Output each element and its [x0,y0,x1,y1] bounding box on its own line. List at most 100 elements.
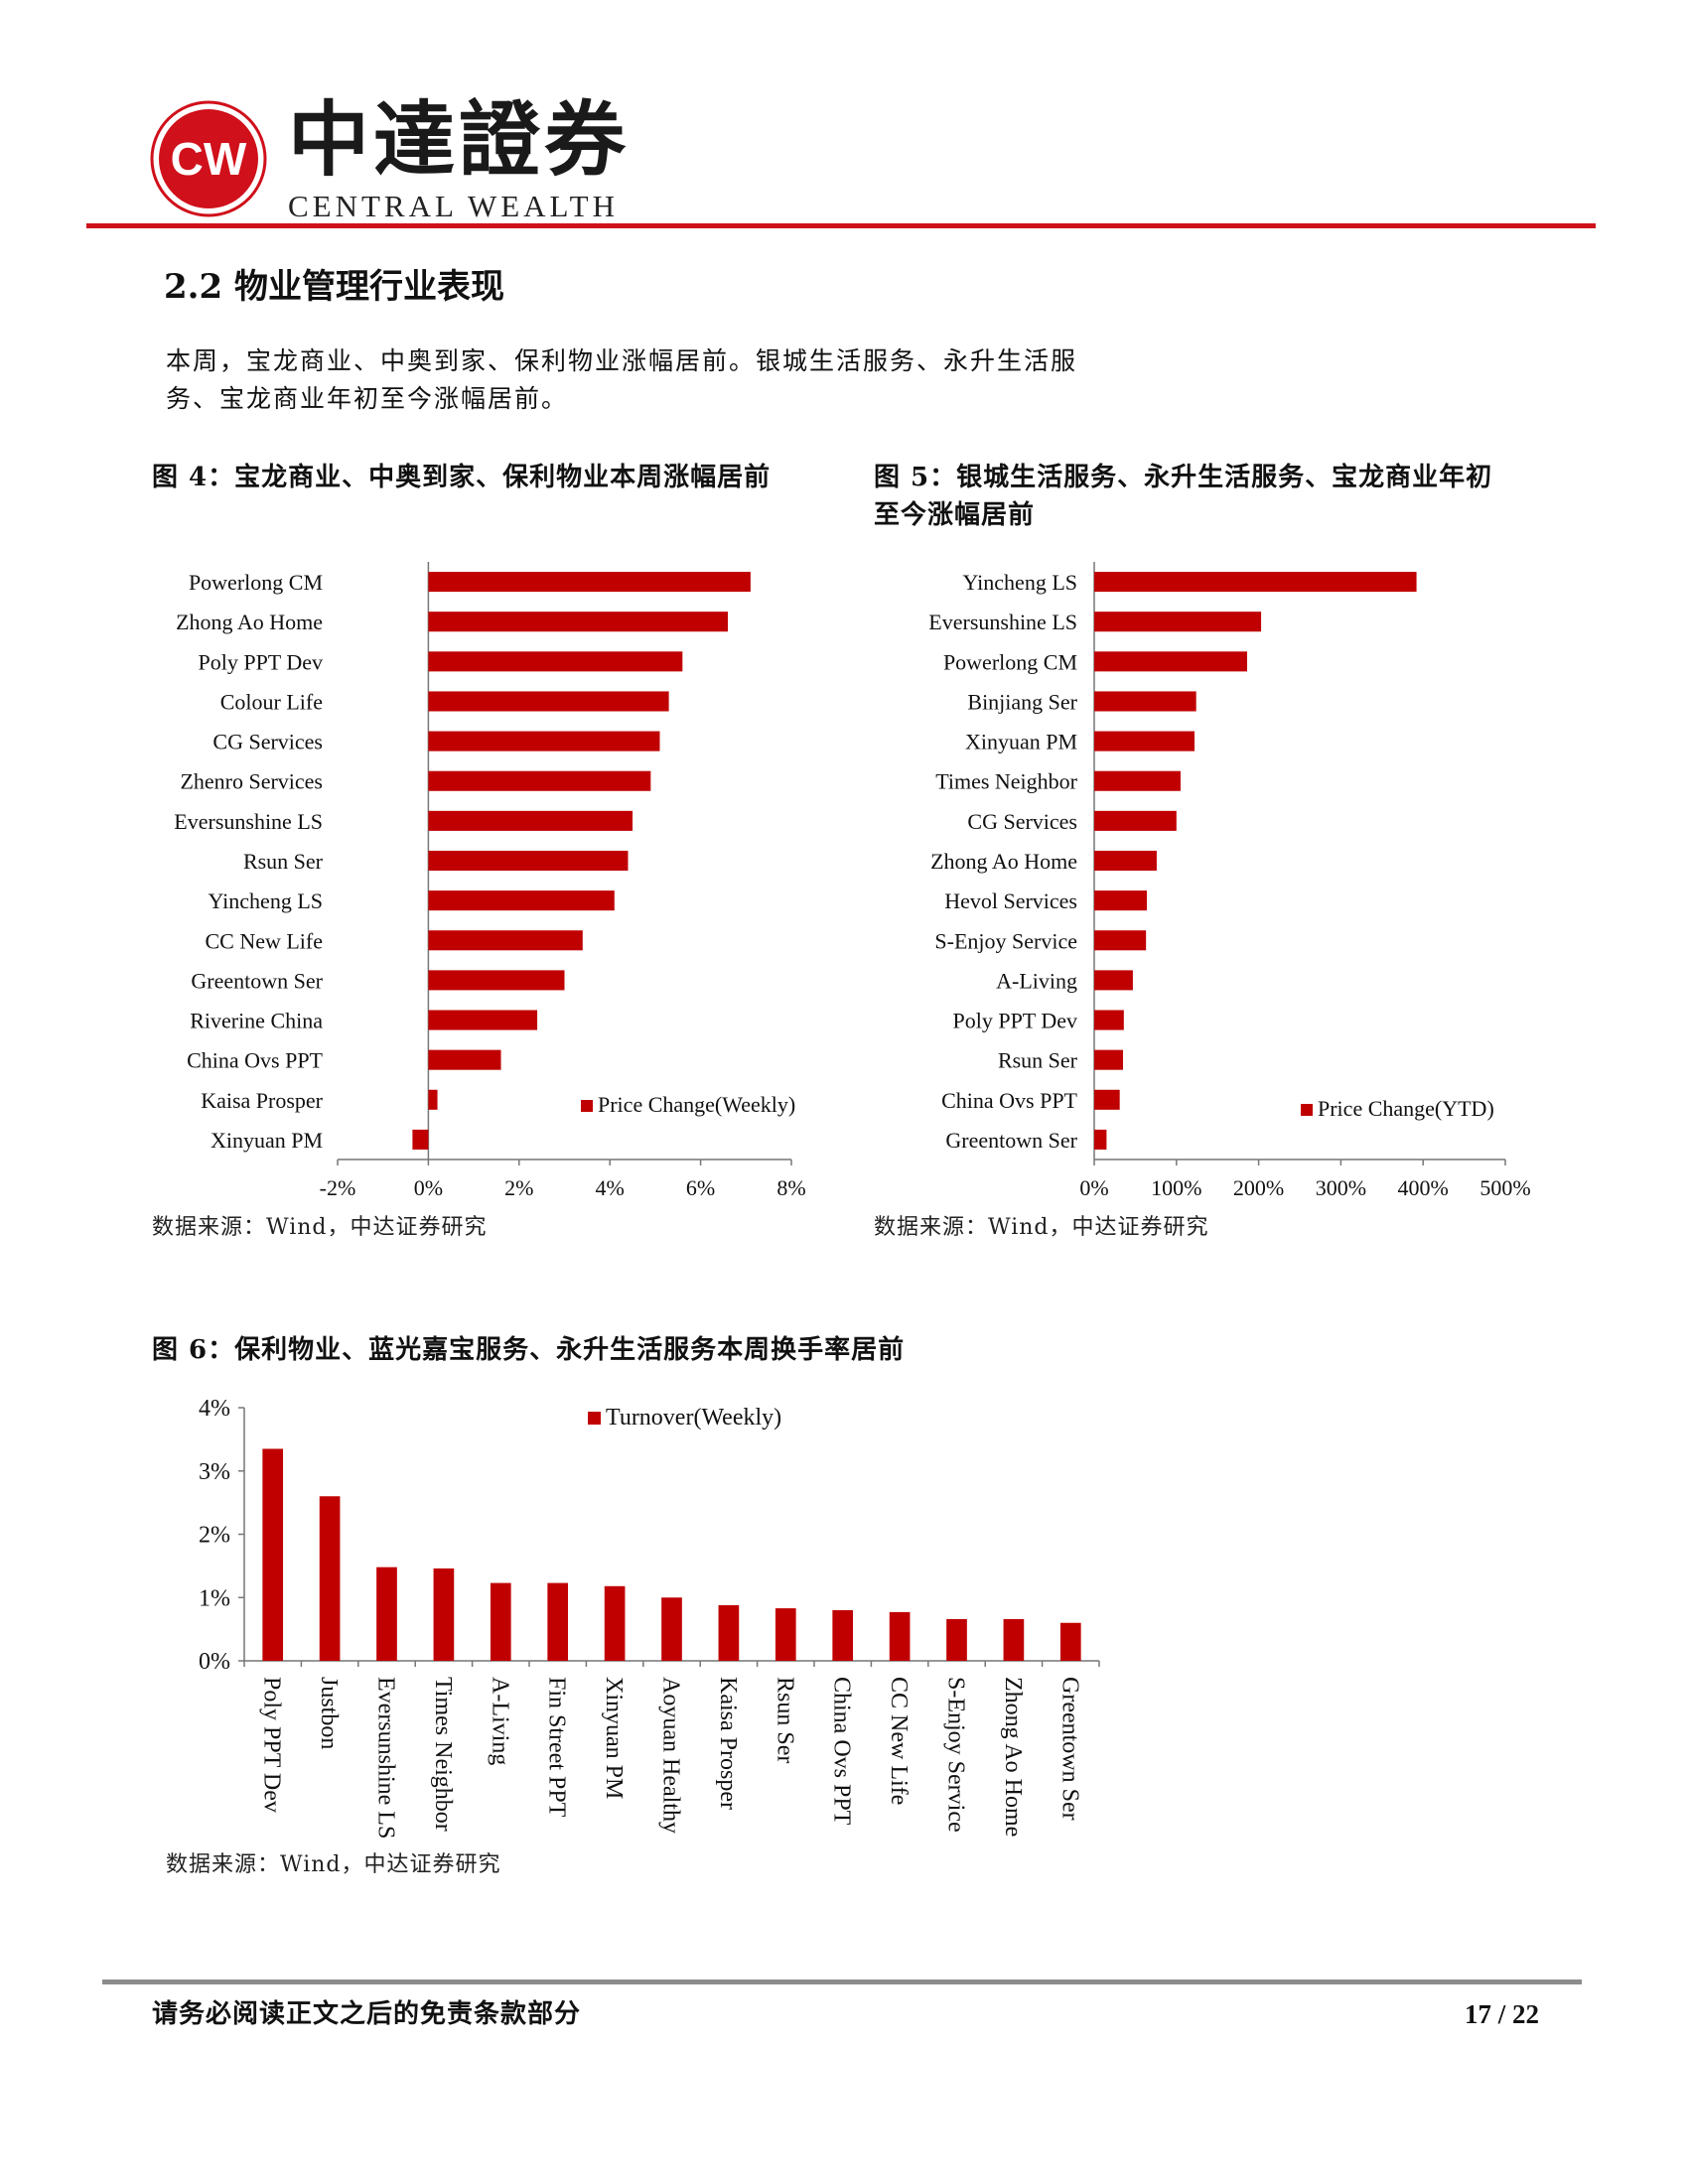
fig5-category-label: Zhong Ao Home [930,849,1077,874]
footer-divider [102,1979,1582,1984]
fig5-bar [1094,850,1157,872]
fig4-category-label: Rsun Ser [243,849,324,874]
fig6-bar [832,1610,854,1661]
fig6-bar [889,1611,911,1661]
figure-6-chart: 0% 1% 2% 3% 4% Poly PPT Dev Justbon Eversunshin… [199,1396,1100,1839]
fig5-bar [1094,731,1196,751]
fig6-category-label: Zhong Ao Home [1000,1677,1026,1837]
fig5-x-tick-label: 200% [1233,1175,1284,1200]
fig6-bar [262,1448,284,1661]
fig6-bar [319,1496,341,1661]
fig5-x-tick-label: 300% [1316,1175,1366,1200]
fig4-x-tick-label: 2% [504,1175,533,1200]
fig4-bar [428,850,629,872]
fig4-bar [428,651,683,672]
figure-6-source: 数据来源：Wind，中达证券研究 [166,1852,501,1877]
fig5-category-label: Hevol Services [944,888,1077,913]
fig5-bar [1094,1129,1107,1150]
intro-paragraph: 本周，宝龙商业、中奥到家、保利物业涨幅居前。银城生活服务、永升生活服 务、宝龙商… [166,342,1238,418]
fig6-category-label: China Ovs PPT [829,1677,855,1826]
fig6-bar [718,1604,740,1661]
fig4-bar [428,770,651,791]
fig5-category-label: Poly PPT Dev [952,1009,1077,1033]
fig5-category-label: Rsun Ser [998,1048,1078,1073]
fig4-bar [428,970,565,991]
fig6-y-tick-label: 0% [199,1649,230,1675]
fig4-category-label: China Ovs PPT [187,1048,323,1073]
fig4-bar [428,1089,438,1110]
fig6-y-tick-label: 1% [199,1585,230,1611]
fig5-x-tick-label: 100% [1151,1175,1201,1200]
figure-5-title-line-2: 至今涨幅居前 [874,500,1036,530]
brand-name-english: CENTRAL WEALTH [288,189,619,223]
fig6-bar [604,1585,626,1661]
fig5-category-label: China Ovs PPT [941,1088,1077,1113]
fig6-legend-swatch [588,1412,601,1425]
fig6-bar [376,1567,397,1661]
figure-5-title: 图 5：银城生活服务、永升生活服务、宝龙商业年初 至今涨幅居前 [874,459,1492,534]
fig5-category-label: Powerlong CM [943,649,1077,674]
fig4-category-label: Xinyuan PM [211,1128,323,1153]
fig4-x-tick-label: 8% [776,1175,805,1200]
fig5-category-label: Binjiang Ser [967,689,1077,714]
fig4-bar [428,890,615,911]
fig4-legend-label: Price Change(Weekly) [598,1092,795,1117]
fig4-x-tick-label: 6% [686,1175,715,1200]
figure-5-chart: 0% 100% 200% 300% 400% 500% Yincheng LS Eversun… [928,562,1531,1200]
fig4-category-label: CC New Life [205,928,323,953]
figure-4-title: 图 4：宝龙商业、中奥到家、保利物业本周涨幅居前 [152,463,772,492]
fig5-category-label: Greentown Ser [945,1128,1077,1153]
fig4-category-label: CG Services [212,730,323,754]
fig5-category-label: S-Enjoy Service [934,928,1077,953]
fig5-bar [1094,770,1181,791]
figure-5-title-line-1: 图 5：银城生活服务、永升生活服务、宝龙商业年初 [874,463,1493,492]
figure-4-chart: -2% 0% 2% 4% 6% 8% Powerlong CM Zhong Ao Home Po… [174,562,806,1200]
fig5-category-label: A-Living [996,968,1077,993]
fig4-bar [412,1129,429,1150]
fig4-legend-swatch [581,1100,593,1112]
fig5-bar [1094,1089,1120,1110]
fig5-bar [1094,1049,1123,1070]
fig6-bar [490,1582,511,1661]
fig5-x-tick-label: 500% [1479,1175,1530,1200]
fig4-category-label: Powerlong CM [189,570,323,595]
fig5-bar [1094,890,1147,911]
fig4-category-label: Greentown Ser [191,968,323,993]
fig4-category-label: Zhenro Services [180,769,323,794]
fig5-legend-label: Price Change(YTD) [1318,1096,1494,1121]
brand-name-chinese: 中達證券 [288,92,631,188]
fig5-category-label: Xinyuan PM [965,730,1077,754]
fig4-category-label: Yincheng LS [209,888,324,913]
fig6-y-tick-label: 2% [199,1523,230,1549]
fig5-bar [1094,691,1196,712]
fig4-x-tick-label: 4% [596,1175,625,1200]
fig5-bar [1094,572,1417,593]
fig4-category-label: Zhong Ao Home [176,610,323,634]
fig5-category-label: Yincheng LS [963,570,1078,595]
fig5-bar [1094,970,1133,991]
fig6-bar [1003,1618,1025,1661]
fig6-bar [547,1582,569,1661]
intro-line-2: 务、宝龙商业年初至今涨幅居前。 [166,384,569,413]
fig4-bar [428,930,583,951]
fig5-bar [1094,651,1248,672]
fig6-category-label: Rsun Ser [772,1677,797,1763]
figure-6-title: 图 6：保利物业、蓝光嘉宝服务、永升生活服务本周换手率居前 [152,1335,906,1365]
fig6-y-tick-label: 3% [199,1459,230,1485]
fig6-category-label: Justbon [316,1677,342,1749]
fig5-category-label: Eversunshine LS [928,610,1077,634]
fig6-category-label: Poly PPT Dev [259,1677,285,1813]
fig6-category-label: Eversunshine LS [373,1677,399,1839]
fig6-category-label: Times Neighbor [430,1677,456,1832]
logo-text: CW [171,133,247,185]
fig5-legend-swatch [1301,1104,1313,1116]
fig4-category-label: Eversunshine LS [174,809,323,834]
fig6-category-label: CC New Life [886,1677,912,1805]
fig5-category-label: Times Neighbor [935,769,1077,794]
fig6-bar [433,1568,455,1661]
fig4-x-tick-label: 0% [414,1175,443,1200]
fig5-bar [1094,612,1262,632]
fig6-category-label: A-Living [487,1677,512,1765]
fig6-bar [661,1597,682,1661]
intro-line-1: 本周，宝龙商业、中奥到家、保利物业涨幅居前。银城生活服务、永升生活服 [166,346,1078,375]
